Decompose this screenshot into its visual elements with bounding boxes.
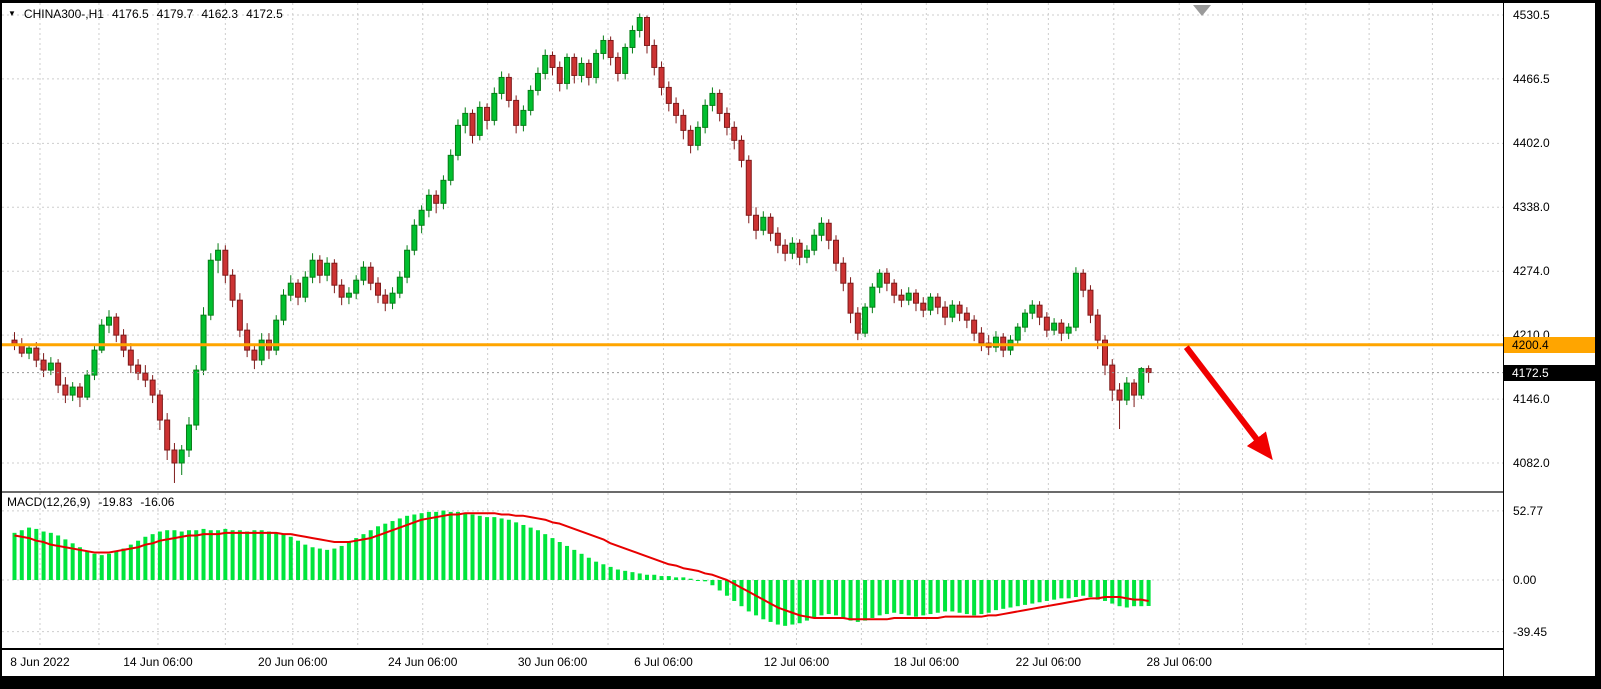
trend-arrow-annotation[interactable]	[1183, 345, 1273, 461]
price-label: 4338.0	[1513, 200, 1550, 215]
macd-label: MACD(12,26,9)	[7, 495, 91, 509]
time-axis[interactable]: 8 Jun 2022 14 Jun 06:00 20 Jun 06:00 24 Jun…	[2, 650, 1503, 676]
time-label: 22 Jul 06:00	[1015, 655, 1082, 669]
hline-price-tag[interactable]: 4200.4	[1504, 336, 1595, 353]
ohlc-open: 4176.5	[111, 7, 149, 21]
price-label: 4530.5	[1513, 8, 1550, 22]
macd-axis-label: -39.45	[1513, 624, 1548, 639]
pane-separator[interactable]	[2, 491, 1503, 493]
ohlc-close: 4172.5	[246, 7, 283, 21]
macd-value: -19.83	[98, 495, 133, 509]
macd-signal-line	[14, 512, 1149, 621]
chart-plot-area[interactable]: ▼ CHINA300-,H1 4176.5 4179.7 4162.3 4172…	[2, 3, 1503, 676]
gridlines-layer	[2, 3, 1503, 491]
main-chart-canvas	[2, 3, 1503, 491]
time-label: 24 Jun 06:00	[388, 655, 458, 669]
macd-indicator-pane[interactable]	[2, 493, 1503, 648]
current-price-tag: 4172.5	[1504, 364, 1595, 381]
price-label: 4082.0	[1513, 456, 1550, 470]
price-axis[interactable]: 4200.4 4172.5 4530.5 4466.5 4402.0 4338.0 42…	[1503, 3, 1595, 676]
time-label: 12 Jul 06:00	[763, 655, 830, 669]
price-label: 4466.5	[1513, 71, 1550, 86]
chart-shift-marker-icon[interactable]	[1193, 5, 1211, 16]
macd-canvas	[2, 493, 1503, 648]
time-label: 28 Jul 06:00	[1146, 655, 1212, 669]
time-label: 20 Jun 06:00	[258, 655, 328, 669]
macd-signal-value: -16.06	[140, 495, 175, 509]
main-price-chart[interactable]	[2, 3, 1503, 491]
candles-layer	[11, 13, 1152, 483]
time-label: 8 Jun 2022	[10, 655, 70, 669]
chart-header: ▼ CHINA300-,H1 4176.5 4179.7 4162.3 4172…	[8, 7, 283, 21]
price-label: 4274.0	[1513, 264, 1550, 279]
time-label: 14 Jun 06:00	[123, 655, 193, 669]
ohlc-high: 4179.7	[156, 7, 194, 21]
macd-histogram-layer	[12, 510, 1151, 626]
macd-header: MACD(12,26,9) -19.83 -16.06	[7, 495, 174, 509]
symbol-dropdown-icon[interactable]: ▼	[8, 9, 16, 18]
macd-axis-label: 52.77	[1513, 503, 1544, 518]
symbol-period-label: CHINA300-,H1	[23, 7, 104, 21]
ohlc-low: 4162.3	[201, 7, 239, 21]
time-label: 6 Jul 06:00	[634, 655, 693, 669]
time-label: 18 Jul 06:00	[893, 655, 960, 669]
price-label: 4146.0	[1513, 392, 1550, 407]
time-axis-separator	[2, 648, 1503, 650]
macd-axis-label: 0.00	[1513, 573, 1537, 587]
price-label: 4402.0	[1513, 136, 1550, 151]
time-label: 30 Jun 06:00	[517, 655, 588, 669]
